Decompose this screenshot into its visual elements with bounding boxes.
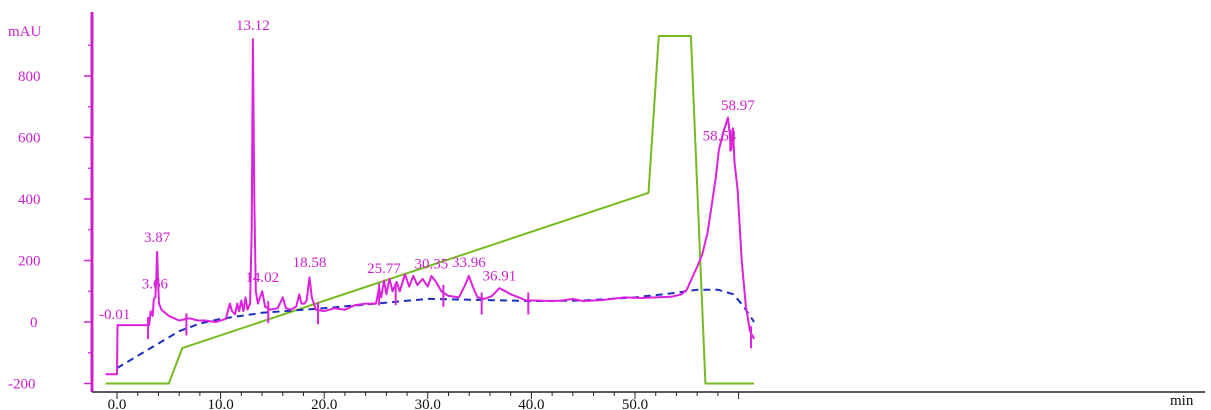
- peak-label: 13.12: [236, 18, 270, 34]
- peak-label: 3.87: [144, 230, 171, 246]
- peak-label: 58.97: [721, 98, 755, 114]
- baseline-trace: [116, 288, 755, 369]
- series-layer: [105, 35, 755, 385]
- y-tick-label: -200: [8, 377, 36, 393]
- peak-label: -0.01: [99, 307, 130, 323]
- peak-label: 25.77: [367, 261, 401, 277]
- y-tick-label: 600: [18, 131, 41, 147]
- peak-label: 33.96: [452, 255, 486, 271]
- peak-label: 3.66: [142, 276, 169, 292]
- peak-label: 18.58: [293, 255, 327, 271]
- x-ticks: 0.0 10.0 20.0 30.0 40.0 50.0: [108, 392, 740, 410]
- gradient-trace: [105, 35, 755, 385]
- peak-label: 36.91: [483, 269, 517, 285]
- x-tick-label: 30.0: [415, 397, 441, 410]
- signal-trace: [105, 38, 755, 376]
- y-tick-label: 400: [18, 192, 41, 208]
- y-tick-label: 200: [18, 254, 41, 270]
- y-tick-label: 800: [18, 69, 41, 85]
- x-tick-label: 0.0: [108, 397, 127, 410]
- x-tick-label: 10.0: [207, 397, 233, 410]
- y-axis-title: mAU: [8, 24, 42, 40]
- x-tick-label: 50.0: [622, 397, 648, 410]
- peak-label: 58.54: [703, 129, 737, 145]
- x-tick-label: 20.0: [311, 397, 337, 410]
- y-ticks: 800 600 400 200 0 -200: [8, 44, 92, 393]
- x-tick-label: 40.0: [518, 397, 544, 410]
- x-axis-title: min: [1170, 393, 1194, 409]
- y-tick-label: 0: [30, 315, 38, 331]
- peak-labels: -0.01 3.66 3.87 13.12 14.02 18.58 25.77 30.35 33…: [99, 18, 755, 323]
- peak-label: 30.35: [415, 256, 449, 272]
- peak-label: 14.02: [245, 270, 279, 286]
- event-markers: [147, 129, 753, 349]
